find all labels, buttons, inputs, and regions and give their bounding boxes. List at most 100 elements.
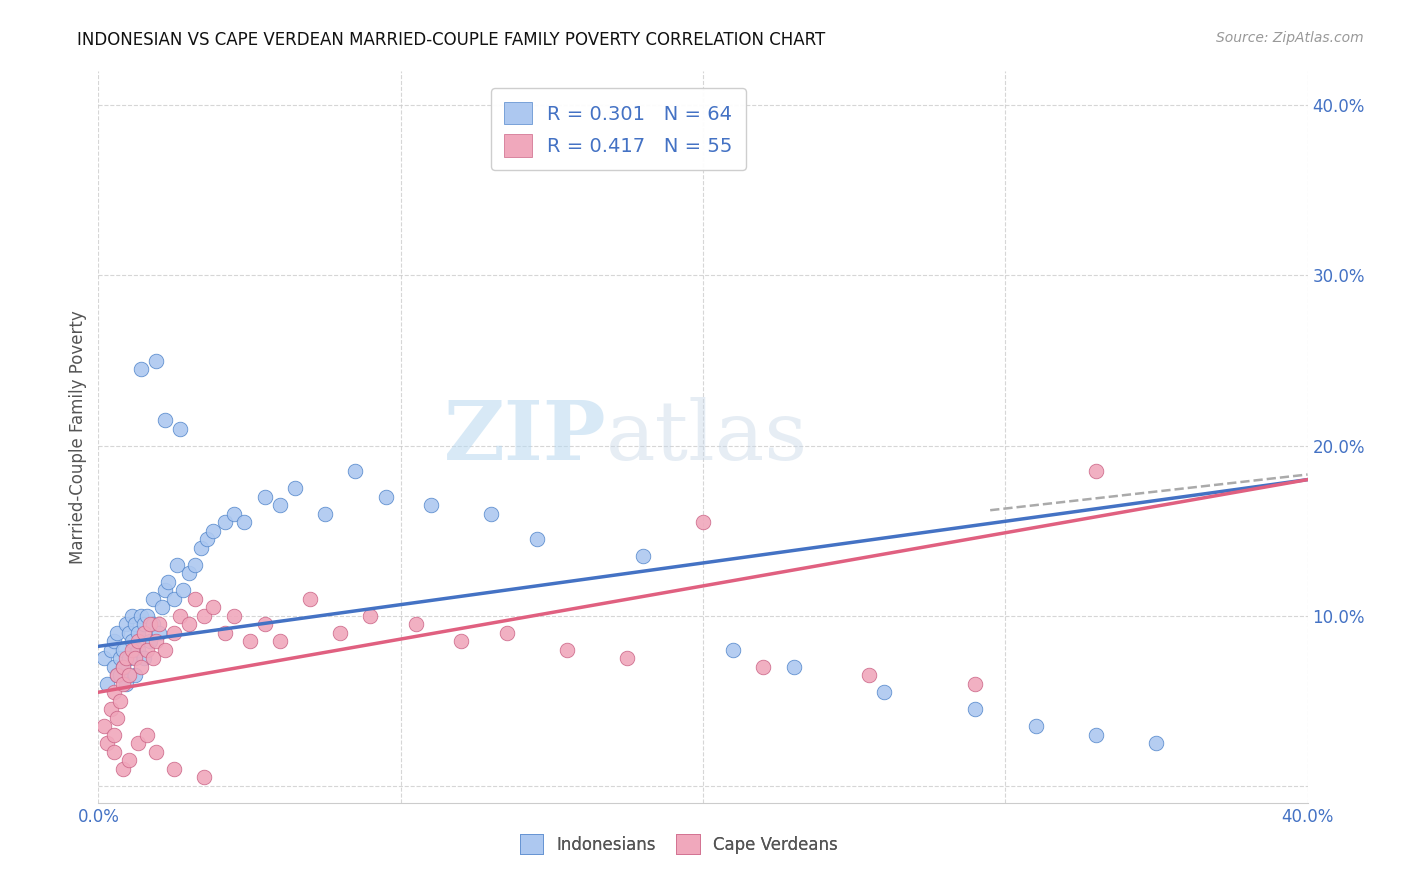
Point [631, 549, 654, 563]
Point [202, 524, 225, 538]
Point [184, 558, 207, 572]
Point [145, 353, 167, 368]
Point [105, 668, 128, 682]
Point [965, 677, 987, 691]
Point [232, 515, 254, 529]
Point [111, 659, 134, 673]
Point [184, 591, 207, 606]
Point [129, 659, 152, 673]
Point [163, 591, 186, 606]
Point [145, 745, 167, 759]
Point [169, 608, 191, 623]
Point [127, 634, 149, 648]
Point [111, 677, 134, 691]
Point [105, 668, 128, 682]
Point [103, 659, 125, 673]
Point [127, 736, 149, 750]
Point [142, 617, 165, 632]
Point [163, 762, 186, 776]
Point [142, 651, 165, 665]
Point [153, 642, 176, 657]
Text: Source: ZipAtlas.com: Source: ZipAtlas.com [1216, 31, 1364, 45]
Point [114, 617, 136, 632]
Point [858, 668, 880, 682]
Point [139, 634, 162, 648]
Point [127, 642, 149, 657]
Point [224, 608, 246, 623]
Point [132, 617, 155, 632]
Point [111, 659, 134, 673]
Point [118, 651, 141, 665]
Point [108, 668, 131, 682]
Point [103, 685, 125, 699]
Point [145, 634, 167, 648]
Point [723, 642, 745, 657]
Point [166, 558, 188, 572]
Point [1085, 464, 1108, 478]
Point [96, 736, 118, 750]
Point [129, 362, 152, 376]
Point [135, 642, 157, 657]
Point [873, 685, 896, 699]
Point [169, 421, 191, 435]
Point [105, 625, 128, 640]
Legend: Indonesians, Cape Verdeans: Indonesians, Cape Verdeans [513, 828, 844, 860]
Point [374, 490, 396, 504]
Point [148, 625, 170, 640]
Point [253, 490, 276, 504]
Point [172, 583, 194, 598]
Point [153, 583, 176, 598]
Point [93, 651, 115, 665]
Point [142, 591, 165, 606]
Point [284, 481, 307, 495]
Point [783, 659, 806, 673]
Point [224, 507, 246, 521]
Point [108, 694, 131, 708]
Point [1024, 719, 1046, 733]
Point [405, 617, 427, 632]
Point [555, 642, 578, 657]
Text: INDONESIAN VS CAPE VERDEAN MARRIED-COUPLE FAMILY POVERTY CORRELATION CHART: INDONESIAN VS CAPE VERDEAN MARRIED-COUPL… [77, 31, 825, 49]
Point [1085, 728, 1108, 742]
Point [965, 702, 987, 716]
Point [163, 625, 186, 640]
Point [179, 566, 201, 581]
Point [360, 608, 382, 623]
Point [193, 770, 215, 784]
Point [481, 507, 503, 521]
Point [132, 651, 155, 665]
Text: ZIP: ZIP [444, 397, 606, 477]
Point [121, 642, 143, 657]
Point [179, 617, 201, 632]
Point [190, 541, 212, 555]
Point [195, 532, 218, 546]
Point [96, 677, 118, 691]
Point [103, 634, 125, 648]
Point [105, 711, 128, 725]
Point [450, 634, 472, 648]
Point [148, 617, 170, 632]
Point [124, 668, 146, 682]
Point [118, 668, 141, 682]
Point [114, 651, 136, 665]
Point [124, 651, 146, 665]
Point [239, 634, 262, 648]
Point [156, 574, 179, 589]
Point [93, 719, 115, 733]
Point [150, 600, 173, 615]
Point [752, 659, 775, 673]
Point [129, 608, 152, 623]
Point [121, 608, 143, 623]
Point [214, 625, 236, 640]
Point [495, 625, 517, 640]
Point [253, 617, 276, 632]
Point [118, 753, 141, 767]
Point [118, 625, 141, 640]
Point [616, 651, 638, 665]
Point [111, 642, 134, 657]
Point [420, 498, 443, 512]
Point [269, 498, 291, 512]
Point [299, 591, 322, 606]
Point [135, 728, 157, 742]
Point [329, 625, 352, 640]
